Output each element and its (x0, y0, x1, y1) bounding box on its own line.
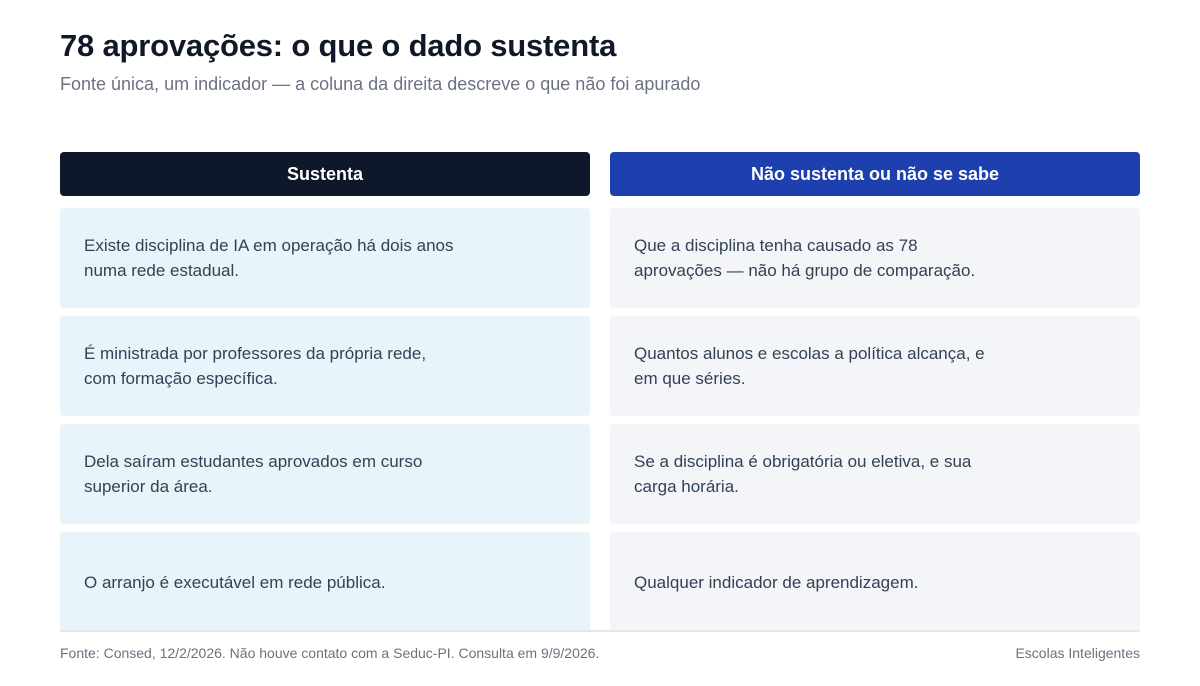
card-text: Se a disciplina é obrigatória ou eletiva… (634, 452, 972, 496)
card-supports: Existe disciplina de IA em operação há d… (60, 208, 590, 308)
card-list-does-not-support: Que a disciplina tenha causado as 78 apr… (610, 208, 1140, 632)
card-text: Qualquer indicador de aprendizagem. (634, 572, 919, 592)
card-text: O arranjo é executável em rede pública. (84, 572, 386, 592)
page-subtitle: Fonte única, um indicador — a coluna da … (60, 74, 701, 94)
card-does-not-support: Qualquer indicador de aprendizagem. (610, 532, 1140, 632)
card-does-not-support: Quantos alunos e escolas a política alca… (610, 316, 1140, 416)
card-supports: Dela saíram estudantes aprovados em curs… (60, 424, 590, 524)
column-header-does-not-support: Não sustenta ou não se sabe (610, 152, 1140, 196)
card-text: Que a disciplina tenha causado as 78 apr… (634, 236, 976, 280)
card-supports: O arranjo é executável em rede pública. (60, 532, 590, 632)
footer-brand: Escolas Inteligentes (1015, 645, 1140, 661)
card-list-supports: Existe disciplina de IA em operação há d… (60, 208, 590, 632)
column-does-not-support: Não sustenta ou não se sabe Que a discip… (610, 152, 1140, 640)
card-does-not-support: Que a disciplina tenha causado as 78 apr… (610, 208, 1140, 308)
card-text: Quantos alunos e escolas a política alca… (634, 344, 985, 388)
column-header-supports: Sustenta (60, 152, 590, 196)
footer-divider (60, 630, 1140, 632)
footer-source-note: Fonte: Consed, 12/2/2026. Não houve cont… (60, 645, 600, 661)
page: 78 aprovações: o que o dado sustenta Fon… (60, 0, 1140, 686)
card-text: Existe disciplina de IA em operação há d… (84, 236, 454, 280)
card-does-not-support: Se a disciplina é obrigatória ou eletiva… (610, 424, 1140, 524)
page-title: 78 aprovações: o que o dado sustenta (60, 28, 617, 63)
column-supports: Sustenta Existe disciplina de IA em oper… (60, 152, 590, 640)
card-text: É ministrada por professores da própria … (84, 344, 427, 388)
card-supports: É ministrada por professores da própria … (60, 316, 590, 416)
card-text: Dela saíram estudantes aprovados em curs… (84, 452, 423, 496)
